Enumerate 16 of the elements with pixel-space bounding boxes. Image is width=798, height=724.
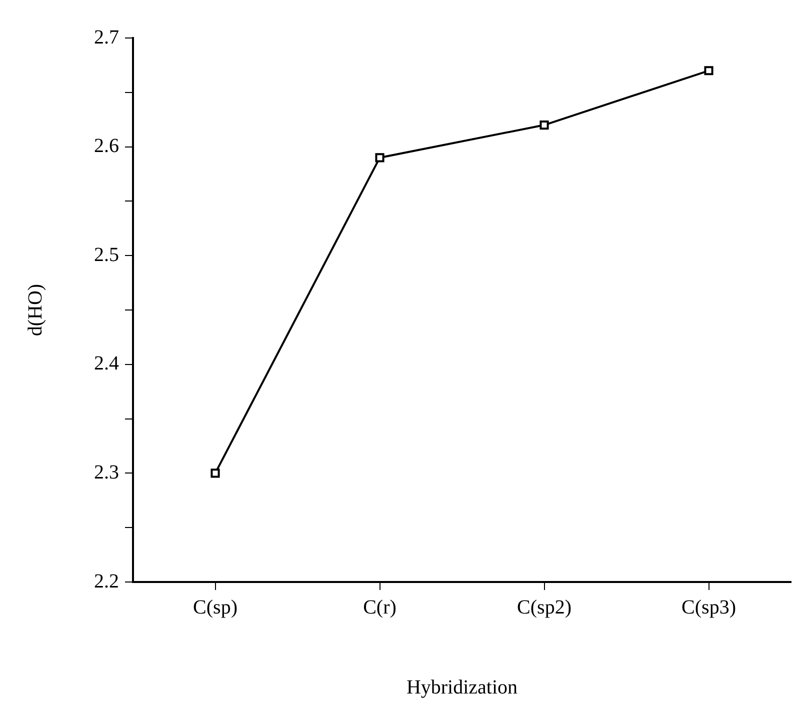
x-tick-label: C(sp2) — [517, 596, 572, 618]
x-tick-label: C(r) — [363, 596, 396, 618]
y-tick-label: 2.2 — [94, 570, 119, 592]
y-tick-label: 2.4 — [94, 352, 119, 375]
x-axis-title: Hybridization — [406, 676, 518, 698]
point — [210, 468, 220, 478]
y-tick-label: 2.5 — [94, 244, 119, 266]
x-tick-label: C(sp) — [193, 596, 238, 618]
y-axis-title: d(HO) — [24, 284, 46, 336]
y-tick-label: 2.6 — [94, 135, 119, 158]
point — [540, 120, 549, 130]
y-tick-label: 2.7 — [94, 26, 119, 48]
point — [704, 66, 714, 76]
x-tick-label: C(sp3) — [682, 596, 736, 618]
point — [375, 153, 384, 162]
y-tick-label: 2.3 — [94, 461, 119, 484]
